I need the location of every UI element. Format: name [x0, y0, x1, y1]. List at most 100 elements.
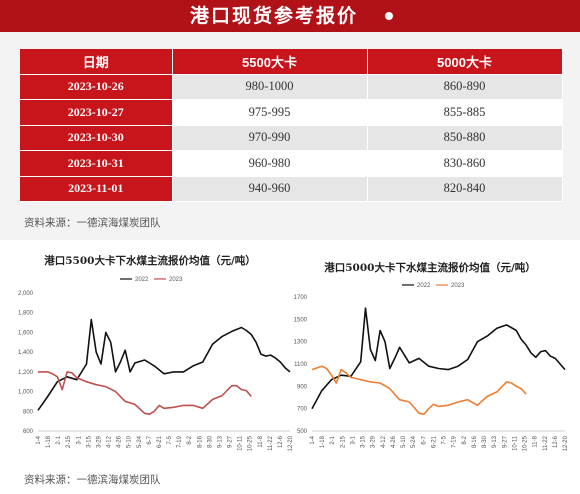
x-tick-label: 3-15 — [86, 435, 92, 448]
x-tick-label: 12-6 — [278, 435, 284, 448]
row-price-5500: 940-960 — [172, 176, 368, 202]
row-date: 2023-10-30 — [20, 125, 173, 151]
x-tick-label: 12-20 — [288, 435, 294, 451]
y-tick-label: 1100 — [294, 362, 308, 368]
row-date: 2023-10-26 — [20, 74, 173, 100]
x-tick-label: 9-27 — [228, 435, 234, 448]
x-tick-label: 6-7 — [147, 435, 153, 444]
x-tick-label: 12-20 — [563, 435, 569, 451]
source-note-top: 资料来源：一德滨海煤炭团队 — [24, 217, 161, 229]
x-tick-label: 9-13 — [217, 435, 223, 448]
x-tick-label: 2-1 — [56, 435, 62, 444]
row-date: 2023-10-31 — [20, 150, 173, 177]
x-tick-label: 8-2 — [187, 435, 193, 444]
y-tick-label: 700 — [297, 407, 308, 413]
x-tick-label: 1-4 — [36, 435, 42, 444]
series-line-2023 — [311, 365, 527, 416]
y-tick-label: 600 — [23, 429, 34, 435]
x-tick-label: 4-26 — [117, 435, 123, 448]
y-tick-label: 800 — [23, 409, 34, 415]
x-tick-label: 2-15 — [66, 435, 72, 448]
series-line-2022 — [311, 307, 566, 410]
header-banner: 港口现货参考报价 — [0, 0, 580, 32]
x-tick-label: 4-12 — [107, 435, 113, 448]
row-price-5000: 820-840 — [367, 176, 563, 202]
legend-label-2023: 2023 — [169, 277, 183, 283]
row-price-5000: 855-885 — [367, 99, 563, 126]
x-tick-label: 3-29 — [371, 435, 377, 448]
price-table: 日期 5500大卡 5000大卡 2023-10-26 980-1000 860… — [20, 49, 563, 202]
y-tick-label: 1,800 — [18, 311, 34, 317]
legend-label-2023: 2023 — [451, 283, 465, 289]
x-tick-label: 11-8 — [258, 435, 264, 447]
legend-label-2022: 2022 — [417, 283, 431, 289]
x-tick-label: 8-16 — [197, 435, 203, 448]
col-header-date: 日期 — [20, 49, 173, 75]
x-tick-label: 7-5 — [167, 435, 173, 444]
table-row: 2023-10-26 980-1000 860-890 — [20, 74, 563, 100]
bullet-dot-icon — [385, 12, 393, 20]
y-tick-label: 1500 — [294, 317, 308, 323]
x-tick-label: 3-1 — [76, 435, 82, 444]
y-tick-label: 1,200 — [18, 370, 34, 376]
x-tick-label: 1-18 — [320, 435, 326, 448]
row-price-5000: 830-860 — [367, 150, 563, 177]
x-tick-label: 10-11 — [238, 435, 244, 451]
x-tick-label: 7-5 — [442, 435, 448, 444]
source-note-bottom: 资料来源：一德滨海煤炭团队 — [24, 474, 161, 486]
x-tick-label: 10-11 — [512, 435, 518, 451]
x-tick-label: 9-13 — [492, 435, 498, 448]
x-tick-label: 11-22 — [543, 435, 549, 451]
y-tick-label: 1,000 — [18, 390, 34, 396]
x-tick-label: 2-1 — [330, 435, 336, 444]
x-tick-label: 4-12 — [381, 435, 387, 448]
y-tick-label: 900 — [297, 384, 308, 390]
table-row: 2023-10-27 975-995 855-885 — [20, 99, 563, 126]
y-tick-label: 2,000 — [18, 291, 34, 297]
chart-title: 港口5000大卡下水煤主流报价均值（元/吨） — [324, 261, 536, 274]
y-tick-label: 1300 — [294, 340, 308, 346]
row-date: 2023-10-27 — [20, 99, 173, 126]
x-tick-label: 10-25 — [248, 435, 254, 451]
x-tick-label: 11-8 — [533, 435, 539, 447]
x-tick-label: 1-4 — [310, 435, 316, 444]
x-tick-label: 9-27 — [502, 435, 508, 448]
chart-title: 港口5500大卡下水煤主流报价均值（元/吨） — [44, 254, 256, 267]
col-header-5000: 5000大卡 — [367, 49, 563, 75]
row-date: 2023-11-01 — [20, 176, 173, 202]
y-tick-label: 1,600 — [18, 330, 34, 336]
row-price-5000: 860-890 — [367, 74, 563, 100]
x-tick-label: 1-18 — [46, 435, 52, 448]
x-tick-label: 8-2 — [462, 435, 468, 444]
x-tick-label: 5-24 — [137, 435, 143, 448]
x-tick-label: 5-10 — [401, 435, 407, 448]
y-tick-label: 500 — [297, 429, 308, 435]
row-price-5500: 975-995 — [172, 99, 368, 126]
x-tick-label: 4-26 — [391, 435, 397, 448]
x-tick-label: 10-25 — [523, 435, 529, 451]
x-tick-label: 6-21 — [157, 435, 163, 448]
x-tick-label: 7-19 — [452, 435, 458, 448]
x-tick-label: 5-24 — [411, 435, 417, 448]
row-price-5500: 960-980 — [172, 150, 368, 177]
x-tick-label: 11-22 — [268, 435, 274, 451]
series-line-2023 — [38, 371, 252, 416]
row-price-5500: 970-990 — [172, 125, 368, 151]
row-price-5000: 850-880 — [367, 125, 563, 151]
page-title: 港口现货参考报价 — [190, 5, 359, 27]
table-row: 2023-10-31 960-980 830-860 — [20, 150, 563, 177]
x-tick-label: 8-16 — [472, 435, 478, 448]
table-header-row: 日期 5500大卡 5000大卡 — [20, 49, 563, 75]
col-header-5500: 5500大卡 — [172, 49, 368, 75]
series-line-2022 — [37, 318, 291, 411]
x-tick-label: 6-7 — [421, 435, 427, 444]
x-tick-label: 6-21 — [431, 435, 437, 448]
x-tick-label: 8-30 — [207, 435, 213, 448]
x-tick-label: 5-10 — [127, 435, 133, 448]
y-tick-label: 1700 — [294, 295, 308, 301]
table-row: 2023-11-01 940-960 820-840 — [20, 176, 563, 202]
x-tick-label: 8-30 — [482, 435, 488, 448]
x-tick-label: 12-6 — [553, 435, 559, 448]
x-tick-label: 3-29 — [96, 435, 102, 448]
